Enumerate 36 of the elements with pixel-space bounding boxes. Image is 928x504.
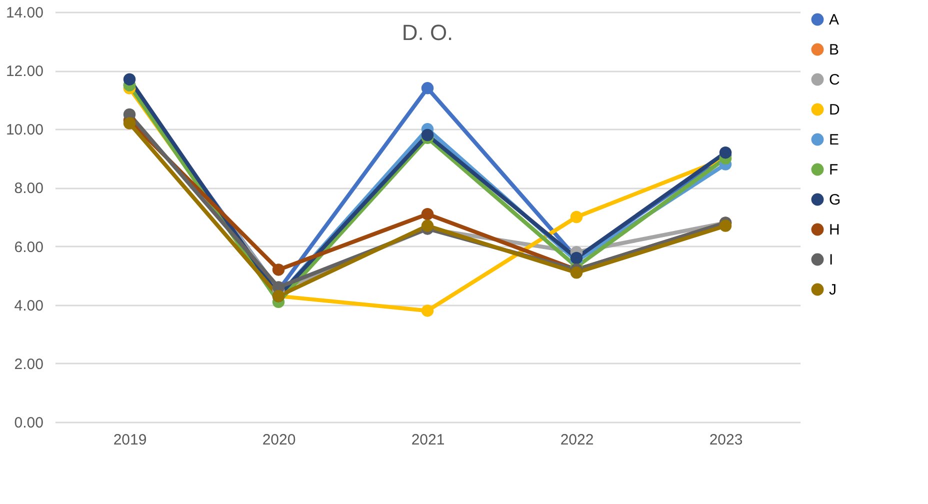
point [421, 304, 434, 317]
y-tick-label: 14.00 [6, 4, 44, 22]
y-tick-label: 12.00 [6, 63, 44, 80]
y-tick-label: 6.00 [14, 238, 44, 256]
point [421, 220, 434, 232]
point [570, 266, 583, 279]
legend-label: F [829, 162, 838, 178]
point [421, 82, 434, 94]
legend-label: E [829, 132, 840, 148]
point [123, 117, 136, 130]
point [719, 146, 732, 159]
legend-label: J [829, 282, 836, 298]
y-tick-label: 8.00 [14, 180, 44, 198]
point [123, 73, 136, 86]
y-tick-label: 4.00 [14, 297, 44, 314]
chart-title: D. O. [402, 20, 454, 45]
point [272, 264, 285, 276]
legend-label: C [829, 72, 840, 88]
legend-label: D [829, 102, 840, 118]
y-tick-label: 10.00 [6, 122, 44, 139]
legend-label: B [829, 42, 840, 58]
y-tick-label: 2.00 [14, 356, 44, 373]
legend-label: A [829, 12, 840, 28]
legend-label: H [829, 222, 840, 238]
point [421, 128, 434, 142]
x-tick-label: 2023 [709, 432, 743, 448]
point [570, 210, 583, 224]
x-tick-label: 2022 [560, 432, 594, 448]
x-tick-label: 2020 [262, 432, 296, 448]
legend-label: G [829, 192, 841, 208]
x-tick-label: 2019 [113, 432, 147, 448]
point [719, 220, 732, 232]
y-tick-label: 0.00 [14, 414, 44, 432]
x-tick-label: 2021 [411, 432, 445, 448]
point [421, 208, 434, 220]
legend-label: I [829, 252, 834, 268]
